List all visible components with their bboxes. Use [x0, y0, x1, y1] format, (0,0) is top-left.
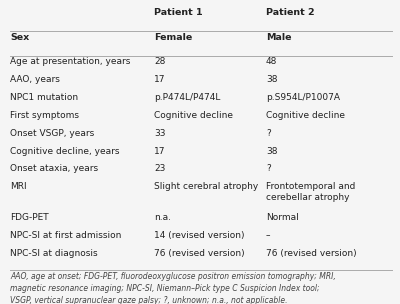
Text: Female: Female	[154, 33, 192, 42]
Text: p.S954L/P1007A: p.S954L/P1007A	[266, 93, 340, 102]
Text: Patient 2: Patient 2	[266, 8, 315, 17]
Text: Sex: Sex	[10, 33, 29, 42]
Text: 38: 38	[266, 75, 278, 84]
Text: 48: 48	[266, 57, 277, 66]
Text: Onset VSGP, years: Onset VSGP, years	[10, 129, 94, 138]
Text: 28: 28	[154, 57, 165, 66]
Text: 76 (revised version): 76 (revised version)	[266, 249, 357, 258]
Text: 38: 38	[266, 147, 278, 156]
Text: 17: 17	[154, 75, 166, 84]
Text: First symptoms: First symptoms	[10, 111, 79, 120]
Text: AAO, years: AAO, years	[10, 75, 60, 84]
Text: NPC-SI at first admission: NPC-SI at first admission	[10, 231, 121, 240]
Text: 33: 33	[154, 129, 166, 138]
Text: Onset ataxia, years: Onset ataxia, years	[10, 164, 98, 174]
Text: 76 (revised version): 76 (revised version)	[154, 249, 245, 258]
Text: NPC-SI at diagnosis: NPC-SI at diagnosis	[10, 249, 98, 258]
Text: ?: ?	[266, 129, 271, 138]
Text: 23: 23	[154, 164, 165, 174]
Text: n.a.: n.a.	[154, 213, 171, 222]
Text: Patient 1: Patient 1	[154, 8, 203, 17]
Text: Slight cerebral atrophy: Slight cerebral atrophy	[154, 182, 258, 192]
Text: p.P474L/P474L: p.P474L/P474L	[154, 93, 220, 102]
Text: Normal: Normal	[266, 213, 299, 222]
Text: Cognitive decline: Cognitive decline	[154, 111, 233, 120]
Text: Age at presentation, years: Age at presentation, years	[10, 57, 130, 66]
Text: MRI: MRI	[10, 182, 27, 192]
Text: AAO, age at onset; FDG-PET, fluorodeoxyglucose positron emission tomography; MRI: AAO, age at onset; FDG-PET, fluorodeoxyg…	[10, 272, 336, 304]
Text: –: –	[266, 231, 270, 240]
Text: 17: 17	[154, 147, 166, 156]
Text: Cognitive decline: Cognitive decline	[266, 111, 345, 120]
Text: Cognitive decline, years: Cognitive decline, years	[10, 147, 120, 156]
Text: ?: ?	[266, 164, 271, 174]
Text: 14 (revised version): 14 (revised version)	[154, 231, 244, 240]
Text: Male: Male	[266, 33, 292, 42]
Text: FDG-PET: FDG-PET	[10, 213, 49, 222]
Text: NPC1 mutation: NPC1 mutation	[10, 93, 78, 102]
Text: Frontotemporal and
cerebellar atrophy: Frontotemporal and cerebellar atrophy	[266, 182, 355, 202]
